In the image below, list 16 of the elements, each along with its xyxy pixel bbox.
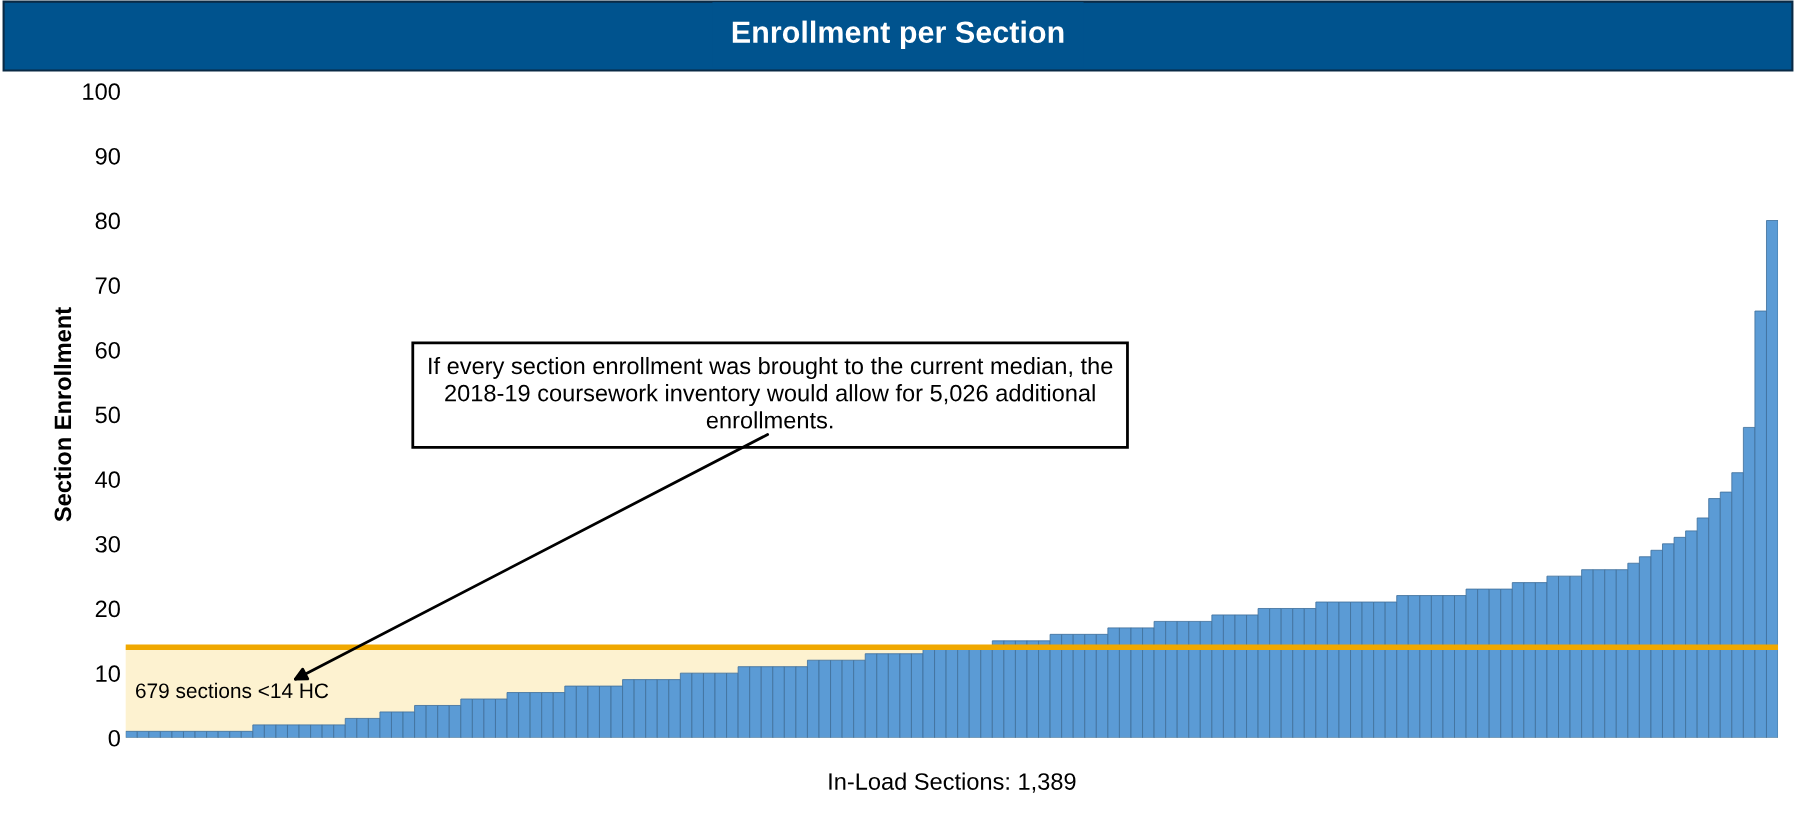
y-tick-label: 50	[95, 406, 120, 424]
y-tick-label: 80	[95, 212, 120, 230]
y-tick-label: 30	[95, 535, 120, 553]
x-axis-title: In-Load Sections: 1,389	[829, 772, 1076, 793]
band-label: 679 sections <14 HC	[136, 682, 329, 699]
annotation: If every section enrollment was brought to the current median, the 2018-19 coursework inventory would allow for 5,026 additional enrollments.	[429, 356, 1113, 429]
y-tick-label: 100	[83, 83, 120, 100]
y-tick-label: 60	[95, 341, 120, 359]
y-axis-title: Section Enrollment	[53, 307, 72, 522]
y-tick-label: 10	[96, 665, 120, 682]
y-tick-label: 0	[108, 729, 120, 747]
chart-title: Enrollment per Section	[732, 20, 1064, 50]
y-tick-label: 20	[95, 600, 120, 618]
y-tick-label: 90	[95, 147, 120, 165]
y-tick-label: 70	[95, 277, 120, 294]
y-tick-label: 40	[95, 471, 120, 488]
